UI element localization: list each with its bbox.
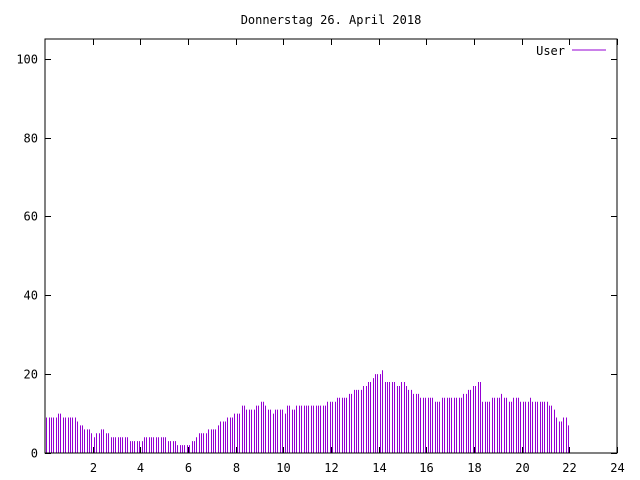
x-tick-label: 2	[90, 461, 97, 475]
plot-frame	[44, 38, 618, 454]
x-tick-label: 24	[610, 461, 624, 475]
legend-label: User	[536, 44, 565, 58]
x-tick-label: 22	[562, 461, 576, 475]
x-tick-label: 4	[137, 461, 144, 475]
bars-group	[46, 370, 569, 453]
x-tick-label: 10	[276, 461, 290, 475]
chart-title: Donnerstag 26. April 2018	[241, 13, 422, 27]
x-tick-label: 6	[185, 461, 192, 475]
y-tick-label: 60	[24, 210, 38, 224]
y-tick-label: 100	[16, 53, 38, 67]
y-tick-label: 20	[24, 368, 38, 382]
x-tick-label: 18	[467, 461, 481, 475]
x-tick-label: 14	[372, 461, 386, 475]
x-tick-label: 12	[324, 461, 338, 475]
x-tick-label: 20	[515, 461, 529, 475]
ticks-group	[45, 39, 618, 454]
x-tick-label: 16	[419, 461, 433, 475]
y-tick-label: 40	[24, 289, 38, 303]
y-tick-label: 80	[24, 132, 38, 146]
y-tick-label: 0	[31, 447, 38, 461]
legend: User	[536, 44, 606, 58]
x-tick-label: 8	[233, 461, 240, 475]
